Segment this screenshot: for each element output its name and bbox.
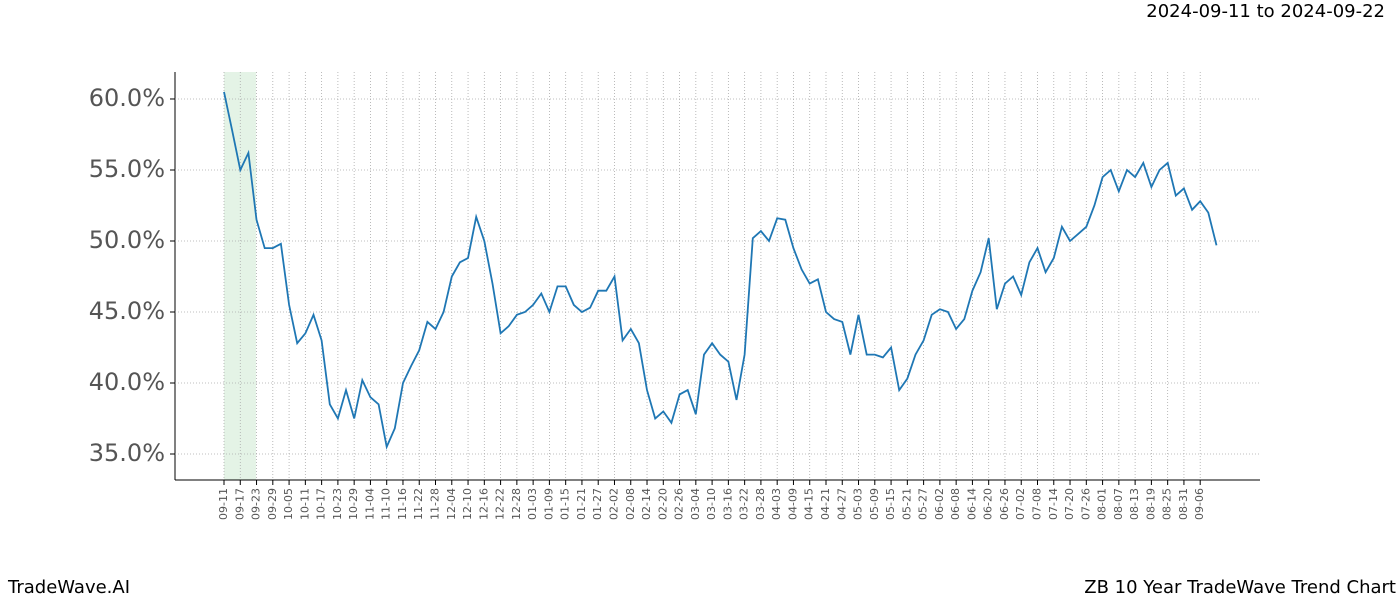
y-tick-label: 35.0%	[89, 439, 165, 467]
x-tick-label: 12-10	[461, 488, 474, 520]
x-tick-label: 08-01	[1096, 488, 1109, 520]
x-tick-label: 10-29	[347, 488, 360, 520]
x-tick-label: 03-10	[705, 488, 718, 520]
x-tick-label: 08-13	[1128, 488, 1141, 520]
x-tick-label: 06-08	[949, 488, 962, 520]
x-tick-label: 04-09	[786, 488, 799, 520]
x-tick-label: 02-26	[673, 488, 686, 520]
x-tick-label: 01-21	[575, 488, 588, 520]
x-tick-label: 11-28	[429, 488, 442, 520]
x-tick-label: 06-20	[982, 488, 995, 520]
x-tick-label: 09-11	[217, 488, 230, 520]
x-tick-label: 07-26	[1079, 488, 1092, 520]
x-tick-label: 03-28	[754, 488, 767, 520]
x-tick-label: 08-19	[1144, 488, 1157, 520]
x-tick-label: 11-10	[380, 488, 393, 520]
x-tick-label: 04-21	[819, 488, 832, 520]
x-tick-label: 07-08	[1031, 488, 1044, 520]
x-tick-label: 01-15	[559, 488, 572, 520]
y-tick-label: 50.0%	[89, 226, 165, 254]
x-tick-label: 09-29	[266, 488, 279, 520]
x-tick-label: 05-27	[917, 488, 930, 520]
x-tick-label: 12-04	[445, 488, 458, 520]
x-tick-label: 07-20	[1063, 488, 1076, 520]
x-tick-label: 07-14	[1047, 488, 1060, 520]
x-tick-label: 10-17	[315, 488, 328, 520]
brand: TradeWave.AI	[7, 577, 130, 598]
x-tick-label: 04-03	[770, 488, 783, 520]
date-range: 2024-09-11 to 2024-09-22	[1146, 1, 1385, 22]
x-tick-label: 09-23	[250, 488, 263, 520]
x-tick-label: 12-16	[477, 488, 490, 520]
x-tick-label: 05-15	[884, 488, 897, 520]
x-tick-label: 02-02	[607, 488, 620, 520]
x-tick-label: 10-11	[298, 488, 311, 520]
x-tick-label: 08-31	[1177, 488, 1190, 520]
x-tick-label: 05-09	[868, 488, 881, 520]
x-tick-label: 03-04	[689, 488, 702, 520]
x-tick-label: 09-17	[233, 488, 246, 520]
x-tick-label: 05-03	[852, 488, 865, 520]
y-tick-label: 60.0%	[89, 84, 165, 112]
x-tick-label: 02-14	[640, 488, 653, 520]
x-tick-label: 01-09	[542, 488, 555, 520]
x-tick-label: 03-22	[738, 488, 751, 520]
x-tick-label: 03-16	[721, 488, 734, 520]
x-tick-label: 10-05	[282, 488, 295, 520]
x-tick-label: 06-14	[965, 488, 978, 520]
x-tick-label: 04-15	[803, 488, 816, 520]
y-tick-label: 55.0%	[89, 155, 165, 183]
x-tick-label: 12-28	[510, 488, 523, 520]
x-tick-label: 08-25	[1161, 488, 1174, 520]
data-line	[223, 91, 1218, 450]
x-tick-label: 11-04	[363, 488, 376, 520]
x-tick-label: 06-26	[998, 488, 1011, 520]
x-tick-label: 01-03	[526, 488, 539, 520]
x-tick-label: 02-08	[624, 488, 637, 520]
x-tick-label: 04-27	[835, 488, 848, 520]
x-tick-label: 05-21	[900, 488, 913, 520]
y-tick-label: 40.0%	[89, 368, 165, 396]
x-tick-label: 08-07	[1112, 488, 1125, 520]
x-tick-label: 06-02	[933, 488, 946, 520]
x-tick-label: 10-23	[331, 488, 344, 520]
x-tick-label: 01-27	[591, 488, 604, 520]
chart-title: ZB 10 Year TradeWave Trend Chart	[1084, 577, 1396, 598]
x-tick-label: 11-16	[396, 488, 409, 520]
y-tick-label: 45.0%	[89, 297, 165, 325]
x-tick-label: 09-06	[1193, 488, 1206, 520]
x-tick-label: 11-22	[412, 488, 425, 520]
x-tick-label: 07-02	[1014, 488, 1027, 520]
x-tick-label: 12-22	[494, 488, 507, 520]
x-tick-label: 02-20	[656, 488, 669, 520]
